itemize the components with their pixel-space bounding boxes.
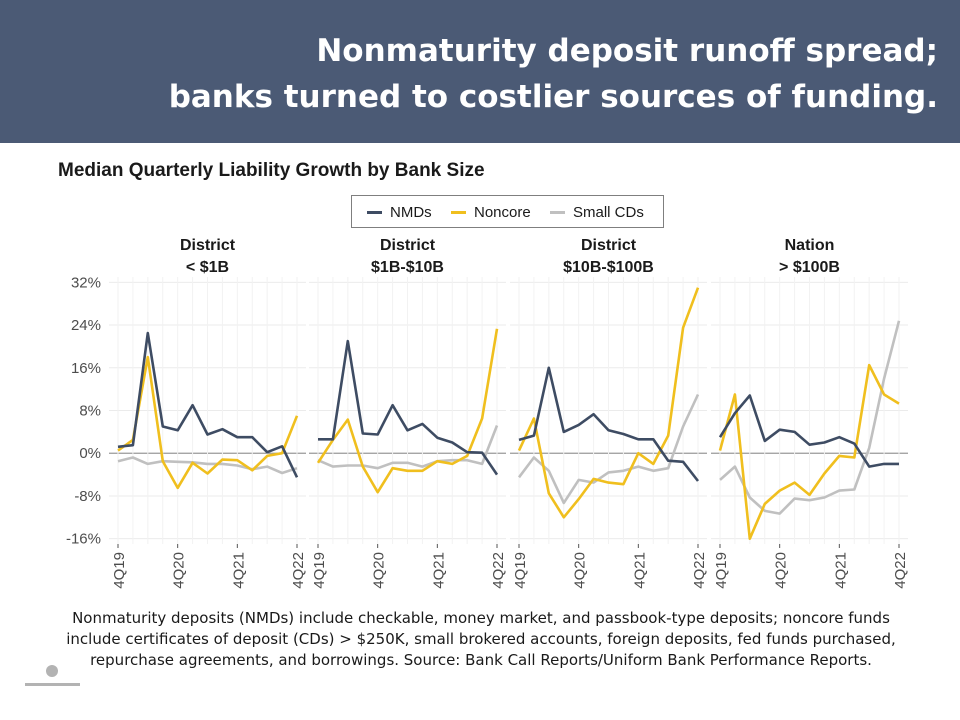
x-tick-label-2-0: 4Q19 — [512, 552, 529, 589]
y-tick-label-2: 16% — [71, 360, 101, 377]
x-tick-label-3-2: 4Q21 — [832, 552, 849, 589]
x-tick-label-1-3: 4Q22 — [490, 552, 507, 589]
title-banner: Nonmaturity deposit runoff spread; banks… — [0, 0, 960, 143]
legend-label-small-cds: Small CDs — [573, 203, 644, 221]
series-line-nmds-1 — [318, 339, 499, 476]
x-tick-label-3-3: 4Q22 — [892, 552, 909, 589]
footnote-line-2: include certificates of deposit (CDs) > … — [66, 630, 896, 648]
slide-title-line-2: banks turned to costlier sources of fund… — [168, 79, 938, 115]
series-line-nmds-3 — [718, 394, 899, 468]
footnote-line-1: Nonmaturity deposits (NMDs) include chec… — [72, 609, 890, 627]
panel-title-line1-1: District — [380, 237, 436, 254]
series-line-small-cds-3 — [719, 320, 901, 515]
series-line-noncore-1 — [316, 328, 499, 494]
x-tick-label-3-0: 4Q19 — [713, 552, 730, 589]
legend-label-noncore: Noncore — [474, 203, 531, 221]
x-tick-label-2-3: 4Q22 — [691, 552, 708, 589]
chart-legend: NMDs Noncore Small CDs — [351, 195, 664, 228]
x-tick-label-0-0: 4Q19 — [111, 552, 128, 589]
slide-marker-bar — [25, 683, 80, 686]
panel-title-line2-0: < $1B — [186, 259, 229, 276]
legend-swatch-nmds — [367, 210, 382, 214]
panel-title-line1-0: District — [180, 237, 236, 254]
x-tick-label-1-2: 4Q21 — [430, 552, 447, 589]
series-line-nmds-0 — [117, 331, 299, 478]
footnote-line-3: repurchase agreements, and borrowings. S… — [90, 651, 872, 669]
series-line-noncore-3 — [718, 363, 900, 541]
chart-title: Median Quarterly Liability Growth by Ban… — [58, 160, 485, 181]
y-tick-label-6: -16% — [66, 531, 101, 548]
series-line-noncore-2 — [517, 287, 700, 519]
panel-title-line2-1: $1B-$10B — [371, 259, 444, 276]
y-tick-label-3: 8% — [79, 403, 101, 420]
panel-title-line1-3: Nation — [785, 237, 835, 254]
x-tick-label-0-1: 4Q20 — [171, 552, 188, 589]
x-tick-label-0-3: 4Q22 — [290, 552, 307, 589]
slide-title-line-1: Nonmaturity deposit runoff spread; — [316, 33, 938, 69]
x-tick-label-0-2: 4Q21 — [230, 552, 247, 589]
x-tick-label-3-1: 4Q20 — [773, 552, 790, 589]
legend-swatch-small-cds — [550, 210, 565, 214]
legend-item-small-cds: Small CDs — [550, 203, 644, 221]
y-tick-label-5: -8% — [74, 488, 101, 505]
footnote: Nonmaturity deposits (NMDs) include chec… — [36, 608, 926, 671]
series-line-nmds-2 — [518, 366, 700, 482]
legend-label-nmds: NMDs — [390, 203, 432, 221]
y-tick-label-4: 0% — [79, 445, 101, 462]
y-tick-label-0: 32% — [71, 274, 101, 291]
x-tick-label-2-1: 4Q20 — [572, 552, 589, 589]
panel-title-line1-2: District — [581, 237, 637, 254]
panel-title-line2-3: > $100B — [779, 259, 840, 276]
legend-item-noncore: Noncore — [451, 203, 531, 221]
panel-title-line2-2: $10B-$100B — [563, 259, 654, 276]
x-tick-label-1-0: 4Q19 — [311, 552, 328, 589]
series-line-small-cds-0 — [117, 456, 298, 475]
legend-swatch-noncore — [451, 210, 466, 214]
series-line-noncore-0 — [117, 355, 299, 490]
series-line-small-cds-1 — [317, 425, 499, 470]
legend-item-nmds: NMDs — [367, 203, 432, 221]
y-tick-label-1: 24% — [71, 317, 101, 334]
x-tick-label-2-2: 4Q21 — [631, 552, 648, 589]
slide-marker-dot — [46, 665, 58, 677]
series-line-small-cds-2 — [517, 393, 700, 505]
x-tick-label-1-1: 4Q20 — [371, 552, 388, 589]
